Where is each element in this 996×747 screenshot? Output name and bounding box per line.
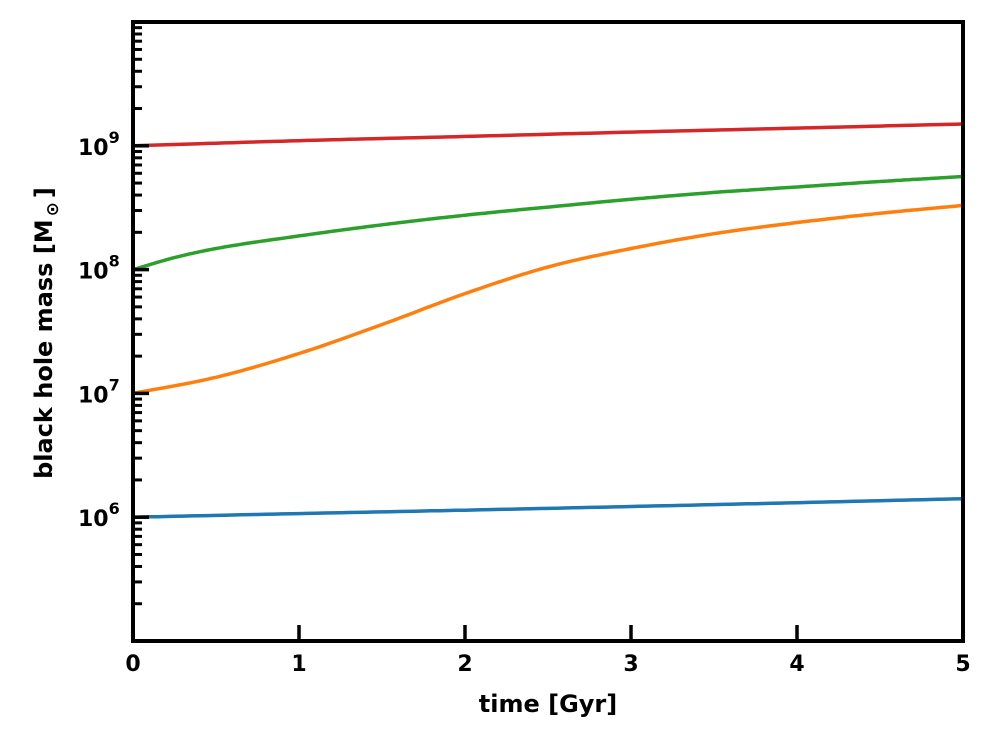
x-tick-label: 1 [291, 652, 306, 677]
y-tick-label: 109 [78, 128, 120, 161]
y-axis-label: black hole mass [M⊙] [30, 187, 63, 479]
y-axis-label-subscript: ⊙ [43, 202, 63, 216]
series-line-4 [132, 122, 964, 148]
x-tick-label: 2 [457, 652, 472, 677]
y-tick-label: 108 [78, 252, 120, 285]
series-line-2 [132, 203, 964, 396]
x-tick-label: 3 [623, 652, 638, 677]
y-tick-label: 106 [78, 499, 120, 532]
labels-layer: 0 1 2 3 4 5 106 107 108 109 [78, 128, 971, 677]
series-layer [132, 122, 964, 519]
y-tick-label: 107 [78, 375, 120, 408]
plot-frame [131, 20, 965, 643]
x-tick-label: 4 [789, 652, 804, 677]
x-tick-label: 5 [955, 652, 970, 677]
series-line-1 [132, 496, 964, 519]
x-tick-label: 0 [125, 652, 140, 677]
series-line-3 [132, 174, 964, 272]
x-axis-label: time [Gyr] [479, 690, 617, 718]
